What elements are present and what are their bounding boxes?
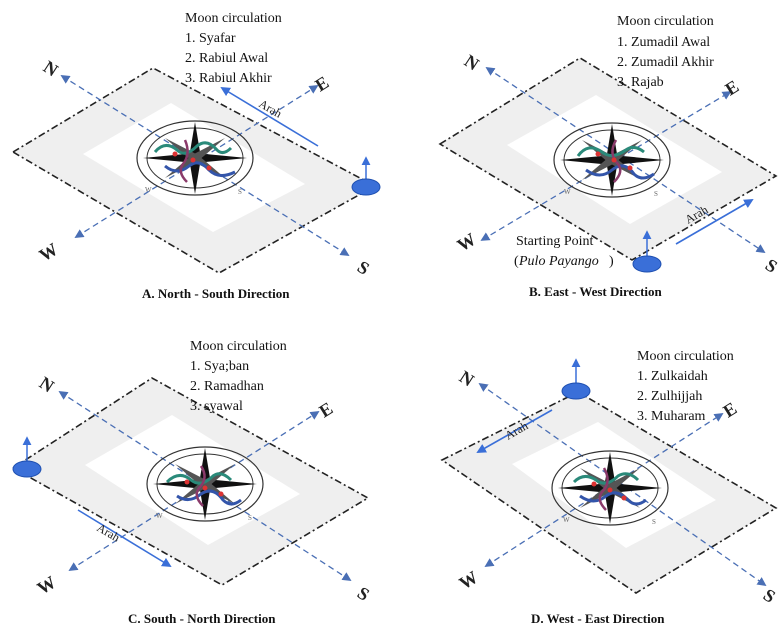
axis-label-n: N [456,367,478,391]
compass-s-letter: S [248,514,252,522]
month-item: 2. Zulhijjah [637,389,702,404]
start-point-marker [351,178,381,196]
compass-w-letter: W [563,516,570,524]
compass-rose-icon [146,446,264,522]
compass-rose-icon [551,450,669,526]
start-place-label: Pulo Payango [518,254,599,269]
axis-label-e: E [316,398,337,421]
axis-we-line [68,411,320,571]
axis-label-e: E [312,72,333,95]
moon-circulation-title: Moon circulation [637,349,734,364]
start-place-paren-close: ) [609,254,614,269]
compass-s-letter: S [652,518,656,526]
month-item: 3. Rabiul Akhir [185,71,272,86]
start-point-marker [561,382,591,400]
arah-arrow [220,87,319,147]
month-item: 1. Zumadil Awal [617,35,710,50]
axis-label-w: W [454,229,480,255]
axis-label-w: W [34,572,60,598]
axis-label-s: S [354,257,373,279]
start-point-label: Starting Point [516,234,594,249]
axis-label-n: N [40,57,62,81]
month-item: 3. syawal [190,399,243,414]
moon-circulation-title: Moon circulation [185,11,282,26]
arah-arrow [675,199,754,245]
arah-arrow [77,509,172,567]
compass-s-letter: S [654,190,658,198]
axis-label-n: N [461,51,483,75]
panel-a: W S Arah N E W S Moon circulation 1. Sya… [11,11,381,301]
month-item: 1. Sya;ban [190,359,249,374]
month-item: 1. Zulkaidah [637,369,708,384]
compass-rose-icon [136,120,254,196]
start-place-paren-open: ( [514,254,519,269]
axis-label-e: E [720,398,741,421]
axis-label-n: N [36,373,58,397]
axis-label-s: S [762,255,778,277]
moon-circulation-title: Moon circulation [190,339,287,354]
compass-w-letter: W [156,512,163,520]
axis-label-w: W [36,239,62,265]
compass-rose-icon [553,122,671,198]
compass-w-letter: W [564,188,571,196]
moon-circulation-title: Moon circulation [617,14,714,29]
start-point-marker [632,255,662,273]
compass-w-letter: W [145,186,152,194]
panel-b: W S Arah Starting Point ( Pulo Payango )… [438,14,778,299]
axis-label-s: S [354,583,373,605]
panel-caption: B. East - West Direction [529,284,663,299]
arah-arrow [476,409,553,453]
panel-caption: C. South - North Direction [128,611,276,626]
month-item: 2. Ramadhan [190,379,264,394]
panel-d: W S Arah N E W S Moon circulation 1. Zul… [440,349,778,626]
month-item: 2. Zumadil Akhir [617,55,714,70]
panel-c: W S Arah N E W S Moon circulation 1. Sya… [11,339,373,626]
axis-label-w: W [456,567,482,593]
month-item: 3. Muharam [637,409,706,424]
month-item: 2. Rabiul Awal [185,51,268,66]
axis-label-s: S [760,585,778,607]
compass-s-letter: S [238,188,242,196]
panel-caption: D. West - East Direction [531,611,665,626]
month-item: 1. Syafar [185,31,236,46]
panel-caption: A. North - South Direction [142,286,290,301]
start-point-marker [12,460,42,478]
month-item: 3. Rajab [617,75,664,90]
